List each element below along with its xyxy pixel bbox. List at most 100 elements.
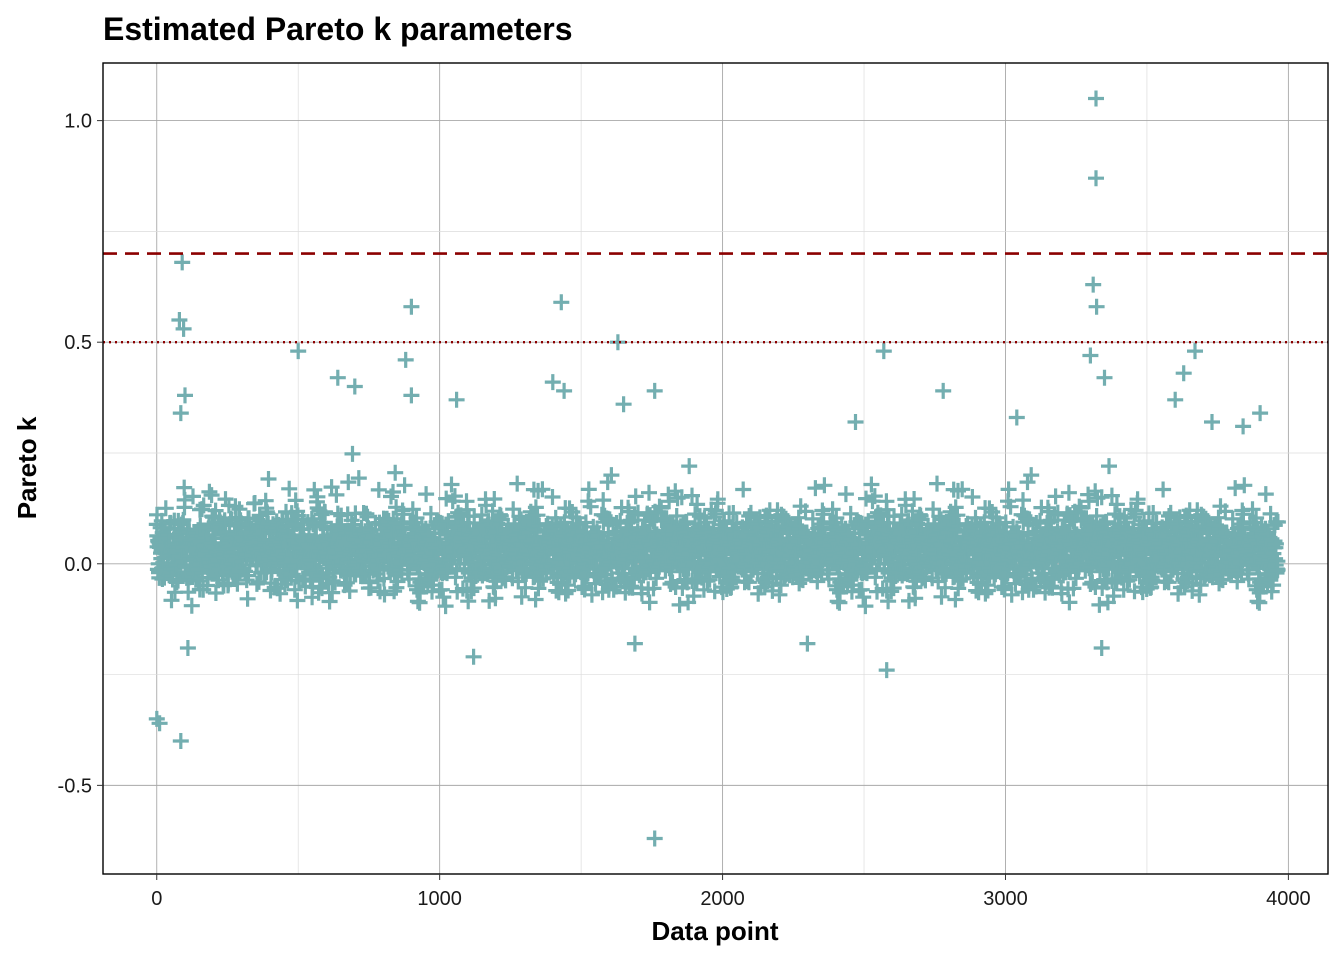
- data-point: [878, 662, 895, 679]
- data-point: [1187, 343, 1203, 360]
- data-point: [286, 581, 303, 598]
- x-tick-label: 2000: [700, 888, 745, 910]
- data-point: [709, 491, 726, 508]
- data-point: [437, 598, 454, 615]
- data-point: [511, 508, 528, 525]
- data-point: [1061, 594, 1078, 611]
- data-point: [1023, 467, 1040, 484]
- data-point: [180, 584, 197, 601]
- data-point: [346, 378, 363, 395]
- data-point: [1002, 498, 1019, 515]
- data-point: [646, 830, 663, 847]
- data-point: [772, 577, 789, 594]
- data-point: [385, 484, 401, 500]
- data-point: [239, 590, 256, 607]
- data-point: [194, 501, 210, 518]
- data-point: [1082, 347, 1099, 364]
- data-point: [435, 589, 452, 606]
- data-point: [179, 640, 196, 656]
- data-point: [626, 635, 643, 652]
- data-point: [641, 484, 657, 501]
- data-point: [532, 573, 549, 590]
- data-point: [583, 586, 600, 603]
- data-point: [527, 591, 544, 608]
- data-point: [906, 491, 923, 507]
- data-point: [1088, 298, 1105, 315]
- data-point: [1269, 561, 1286, 578]
- data-point: [544, 489, 561, 505]
- plot-panel-border: [102, 62, 1329, 875]
- data-point: [376, 586, 393, 603]
- data-point: [344, 445, 361, 462]
- data-point: [933, 588, 950, 605]
- data-point: [1192, 577, 1209, 594]
- data-point: [170, 572, 186, 589]
- data-point: [1019, 474, 1036, 491]
- data-point: [560, 582, 577, 599]
- data-point: [615, 396, 632, 413]
- data-point: [1175, 365, 1192, 382]
- data-point: [172, 405, 189, 422]
- data-point: [603, 467, 620, 484]
- data-point: [742, 504, 759, 521]
- data-point: [913, 511, 930, 528]
- data-point: [1257, 486, 1274, 503]
- data-point: [976, 514, 993, 531]
- data-point: [465, 648, 482, 665]
- data-point: [561, 500, 578, 517]
- x-tick-label: 1000: [417, 888, 462, 910]
- data-point: [183, 597, 200, 614]
- data-point: [1060, 484, 1077, 501]
- data-point: [163, 592, 180, 609]
- data-point: [869, 504, 886, 521]
- data-point: [404, 501, 421, 518]
- data-point: [1101, 458, 1117, 475]
- data-point: [641, 594, 658, 611]
- data-point: [875, 343, 892, 360]
- data-point: [313, 506, 330, 523]
- data-point: [386, 583, 403, 600]
- data-point: [340, 474, 357, 491]
- data-point: [577, 578, 594, 595]
- data-point: [1252, 405, 1269, 422]
- data-point: [203, 487, 220, 504]
- data-point: [1091, 596, 1108, 613]
- y-tick-label: 1.0: [64, 111, 92, 133]
- data-point: [1235, 418, 1252, 435]
- data-point: [725, 505, 742, 521]
- data-point: [486, 491, 503, 507]
- data-point: [931, 508, 948, 525]
- data-point: [272, 585, 289, 602]
- data-point: [1088, 90, 1104, 107]
- data-point: [880, 593, 897, 610]
- x-tick-label: 0: [151, 888, 162, 910]
- data-point: [529, 507, 546, 524]
- data-point: [375, 570, 392, 587]
- data-point: [1248, 510, 1265, 526]
- data-point: [289, 592, 306, 609]
- data-point: [513, 588, 530, 605]
- data-point: [689, 496, 706, 513]
- data-point: [246, 495, 263, 511]
- data-point: [370, 481, 387, 498]
- data-point: [1047, 488, 1064, 505]
- plot-grid: [103, 63, 1328, 874]
- y-tick-label: 0.5: [64, 332, 92, 354]
- data-point: [668, 508, 685, 524]
- data-point: [684, 487, 700, 504]
- data-point: [1103, 487, 1120, 504]
- y-axis-title: Pareto k: [12, 416, 42, 519]
- data-point: [1085, 276, 1102, 293]
- data-point: [530, 580, 547, 597]
- data-point: [707, 502, 724, 519]
- data-point: [1000, 481, 1017, 498]
- data-point: [1015, 492, 1031, 509]
- data-point: [595, 492, 612, 509]
- data-point: [463, 583, 480, 600]
- y-tick-label: -0.5: [58, 775, 92, 797]
- data-point: [350, 470, 367, 487]
- x-axis-ticks: 0 1000 2000 3000 4000: [151, 874, 1311, 910]
- data-point: [201, 483, 218, 500]
- data-point: [837, 486, 854, 503]
